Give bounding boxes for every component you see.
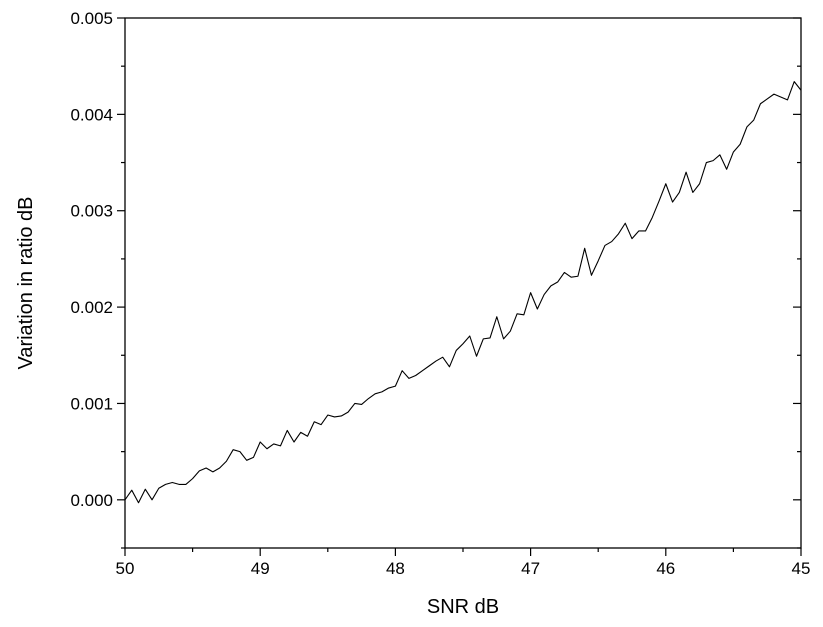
plot-frame	[124, 17, 802, 549]
x-tick-label: 46	[656, 559, 675, 578]
tick-labels: 50 49 48 47 46 45 0.000 0.001 0.002 0.003 0.004 0.0…	[70, 9, 810, 578]
y-axis-label: Variation in ratio dB	[15, 196, 37, 369]
x-tick-label: 45	[792, 559, 811, 578]
series-line	[124, 81, 802, 504]
ticks	[117, 17, 802, 556]
x-tick-label: 50	[116, 559, 135, 578]
x-tick-label: 47	[521, 559, 540, 578]
x-tick-label: 48	[386, 559, 405, 578]
x-axis-label: SNR dB	[427, 596, 499, 618]
y-tick-label: 0.003	[70, 202, 113, 221]
x-tick-label: 49	[251, 559, 270, 578]
y-tick-label: 0.001	[70, 394, 113, 413]
y-tick-label: 0.004	[70, 105, 113, 124]
y-tick-label: 0.002	[70, 298, 113, 317]
y-tick-label: 0.005	[70, 9, 113, 28]
y-tick-label: 0.000	[70, 491, 113, 510]
